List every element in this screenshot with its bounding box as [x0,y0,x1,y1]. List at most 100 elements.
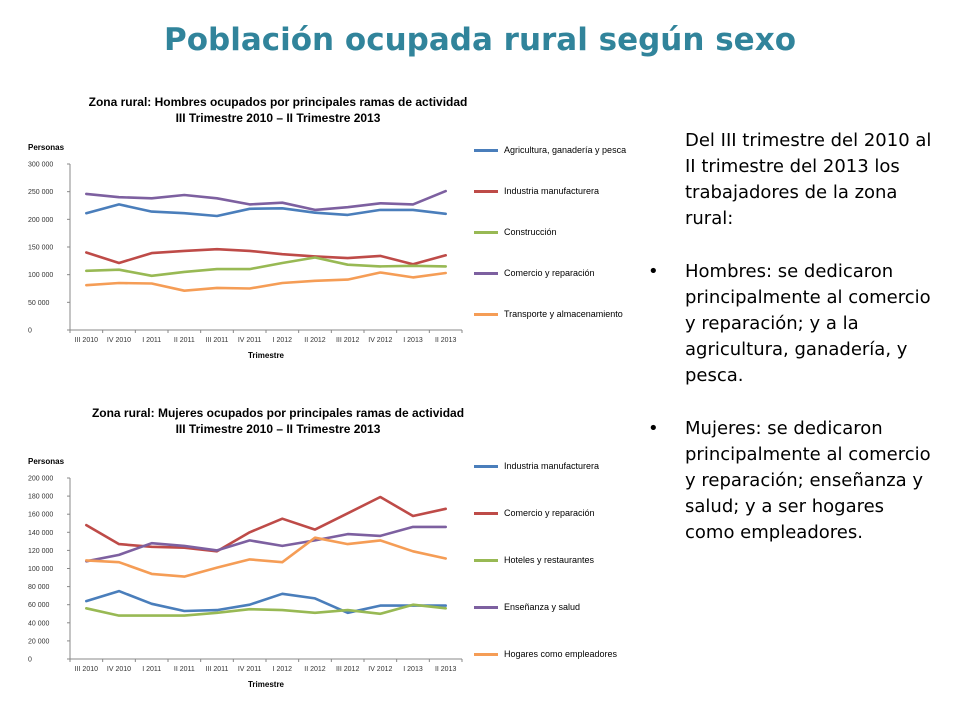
summary-bullet-text: Mujeres: se dedicaron principalmente al … [685,418,931,543]
y-tick-label: 80 000 [28,584,50,591]
legend-item: Industria manufacturera [468,185,648,215]
series-line-0 [84,203,448,218]
chart-plot-svg: Personas 0 20 000 40 000 60 000 80 000 100 000… [28,457,463,689]
y-tick-label: 300 000 [28,162,53,169]
x-axis-title: Trimestre [248,351,285,360]
x-tick-label: IV 2012 [368,666,392,673]
summary-text: Del III trimestre del 2010 al II trimest… [648,128,938,573]
x-tick-label: III 2012 [336,666,359,673]
summary-bullet-item: • Hombres: se dedicaron principalmente al… [648,259,938,389]
legend-swatch [474,272,498,275]
legend-item: Agricultura, ganadería y pesca [468,144,648,174]
chart-title-line-1: Zona rural: Mujeres ocupados por princip… [91,406,465,420]
bullet-dot-icon: • [648,261,659,282]
legend-item: Enseñanza y salud [468,601,648,631]
x-tick-label: IV 2011 [238,666,262,673]
legend-label: Enseñanza y salud [504,602,581,612]
y-tick-label: 60 000 [28,602,50,609]
x-tick-label: I 2011 [142,337,161,344]
chart-plot-svg: Personas 0 50 000 100 000 150 000 200 000 250 … [28,143,463,360]
summary-bullets: • Hombres: se dedicaron principalmente al… [648,259,938,546]
x-tick-label: I 2013 [403,337,423,344]
y-tick-label: 180 000 [28,494,53,501]
chart-title-line-2: III Trimestre 2010 – II Trimestre 2013 [175,422,381,436]
x-tick-label: III 2011 [206,337,229,344]
legend-swatch [474,149,498,152]
y-tick-label: 140 000 [28,530,53,537]
x-tick-label: IV 2012 [368,337,392,344]
series-line-3 [84,525,448,563]
y-tick-label: 20 000 [28,638,50,645]
legend-label: Comercio y reparación [504,268,595,278]
legend-label: Industria manufacturera [504,186,600,196]
chart-women-occupied: Zona rural: Mujeres ocupados por princip… [28,405,648,695]
chart-title: Zona rural: Hombres ocupados por princip… [28,94,528,126]
legend-swatch [474,190,498,193]
y-tick-label: 120 000 [28,548,53,555]
summary-bullet-text: Hombres: se dedicaron principalmente al … [685,261,931,386]
x-tick-label: III 2010 [75,666,98,673]
series-line-1 [84,247,448,266]
page-title: Población ocupada rural según sexo [163,22,797,58]
series-line-0 [84,589,448,615]
legend-item: Construcción [468,226,648,256]
x-tick-label: II 2013 [435,337,457,344]
legend-label: Hogares como empleadores [504,649,618,659]
legend-label: Transporte y almacenamiento [504,309,623,319]
y-tick-label: 150 000 [28,245,53,252]
legend-item: Hoteles y restaurantes [468,554,648,584]
x-tick-label: I 2011 [142,666,161,673]
legend-swatch [474,606,498,609]
chart-title: Zona rural: Mujeres ocupados por princip… [28,405,528,437]
legend-swatch [474,653,498,656]
legend-swatch [474,512,498,515]
x-tick-label: II 2011 [174,337,195,344]
series-line-3 [84,189,448,212]
summary-intro: Del III trimestre del 2010 al II trimest… [685,130,932,229]
x-tick-label: III 2012 [336,337,359,344]
legend-swatch [474,465,498,468]
x-tick-label: II 2012 [304,666,326,673]
chart-title-line-1: Zona rural: Hombres ocupados por princip… [88,95,468,109]
y-tick-label: 160 000 [28,512,53,519]
y-tick-label: 40 000 [28,620,50,627]
y-tick-label: 0 [28,657,32,664]
x-tick-label: IV 2011 [238,337,262,344]
legend-item: Comercio y reparación [468,507,648,537]
y-axis-title: Personas [28,457,65,466]
legend-label: Agricultura, ganadería y pesca [504,145,627,155]
x-tick-label: IV 2010 [107,337,131,344]
x-tick-label: II 2013 [435,666,457,673]
series-line-4 [84,536,448,578]
series-line-2 [84,603,448,617]
summary-bullet-item: • Mujeres: se dedicaron principalmente al… [648,416,938,546]
legend-item: Comercio y reparación [468,267,648,297]
y-tick-label: 0 [28,328,32,335]
y-tick-label: 50 000 [28,300,50,307]
y-tick-label: 100 000 [28,272,53,279]
x-tick-label: III 2010 [75,337,98,344]
x-tick-label: III 2011 [206,666,229,673]
legend-swatch [474,559,498,562]
legend-item: Transporte y almacenamiento [468,308,648,338]
x-tick-label: I 2012 [273,337,293,344]
legend-item: Industria manufacturera [468,460,648,490]
x-tick-label: IV 2010 [107,666,131,673]
legend-item: Hogares como empleadores [468,648,648,678]
legend-swatch [474,231,498,234]
legend-label: Comercio y reparación [504,508,595,518]
series-line-2 [84,256,448,278]
x-tick-label: II 2011 [174,666,195,673]
y-tick-label: 250 000 [28,189,53,196]
y-tick-label: 200 000 [28,476,53,483]
y-axis-title: Personas [28,143,65,152]
legend-label: Industria manufacturera [504,461,600,471]
bullet-dot-icon: • [648,418,659,439]
series-line-4 [84,271,448,292]
y-tick-label: 100 000 [28,566,53,573]
chart-title-line-2: III Trimestre 2010 – II Trimestre 2013 [175,111,381,125]
x-tick-label: II 2012 [304,337,326,344]
x-tick-label: I 2012 [273,666,293,673]
y-tick-label: 200 000 [28,217,53,224]
legend-label: Hoteles y restaurantes [504,555,595,565]
